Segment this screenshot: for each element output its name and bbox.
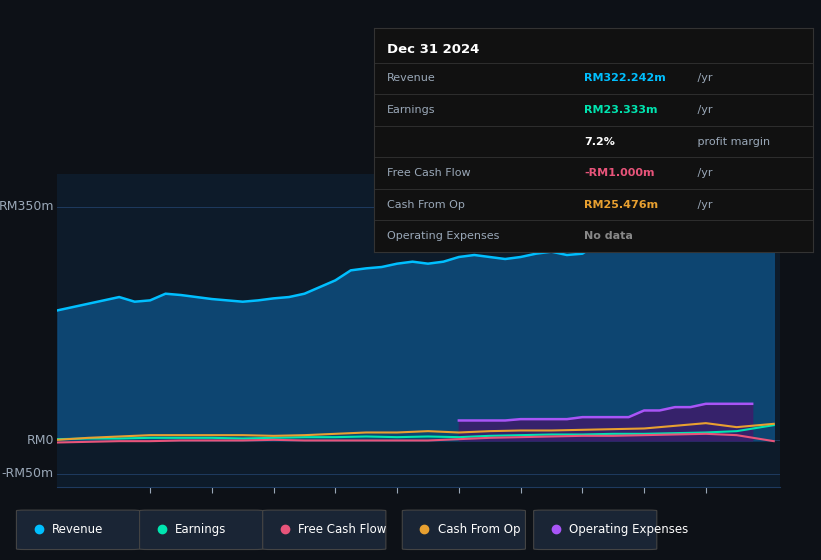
Text: RM350m: RM350m — [0, 200, 54, 213]
Text: /yr: /yr — [695, 105, 713, 115]
FancyBboxPatch shape — [16, 510, 140, 549]
Text: No data: No data — [585, 231, 633, 241]
Text: Free Cash Flow: Free Cash Flow — [298, 522, 387, 536]
Text: RM23.333m: RM23.333m — [585, 105, 658, 115]
Text: profit margin: profit margin — [695, 137, 770, 147]
Text: /yr: /yr — [695, 200, 713, 209]
Text: 7.2%: 7.2% — [585, 137, 615, 147]
Text: Revenue: Revenue — [387, 73, 435, 83]
Text: Earnings: Earnings — [387, 105, 435, 115]
Text: /yr: /yr — [695, 168, 713, 178]
Text: Cash From Op: Cash From Op — [438, 522, 520, 536]
Text: Free Cash Flow: Free Cash Flow — [387, 168, 470, 178]
Text: RM0: RM0 — [26, 434, 54, 447]
Text: RM322.242m: RM322.242m — [585, 73, 666, 83]
FancyBboxPatch shape — [402, 510, 525, 549]
Text: Dec 31 2024: Dec 31 2024 — [387, 43, 479, 55]
FancyBboxPatch shape — [140, 510, 263, 549]
Text: RM25.476m: RM25.476m — [585, 200, 658, 209]
Text: Revenue: Revenue — [52, 522, 103, 536]
FancyBboxPatch shape — [263, 510, 386, 549]
Text: Earnings: Earnings — [175, 522, 227, 536]
Text: Operating Expenses: Operating Expenses — [387, 231, 499, 241]
FancyBboxPatch shape — [534, 510, 657, 549]
Text: Cash From Op: Cash From Op — [387, 200, 465, 209]
Text: Operating Expenses: Operating Expenses — [569, 522, 688, 536]
Text: -RM1.000m: -RM1.000m — [585, 168, 655, 178]
Text: /yr: /yr — [695, 73, 713, 83]
Text: -RM50m: -RM50m — [2, 468, 54, 480]
